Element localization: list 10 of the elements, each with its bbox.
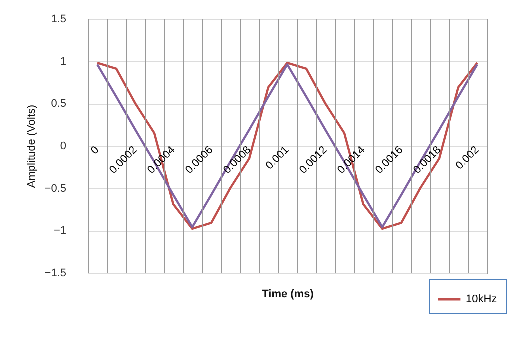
legend-label: 10kHz [466, 294, 498, 306]
y-tick-label: 0.5 [51, 98, 66, 110]
x-tick-label: 0 [88, 144, 102, 158]
y-axis-title: Amplitude (Volts) [26, 104, 38, 188]
y-tick-label: −1 [54, 225, 66, 238]
y-tick-label: 1.5 [51, 14, 66, 26]
x-axis-title: Time (ms) [262, 288, 314, 300]
y-tick-label: −1.5 [44, 268, 66, 280]
y-tick-label: −0.5 [44, 182, 66, 195]
y-tick-label: 1 [60, 56, 66, 68]
